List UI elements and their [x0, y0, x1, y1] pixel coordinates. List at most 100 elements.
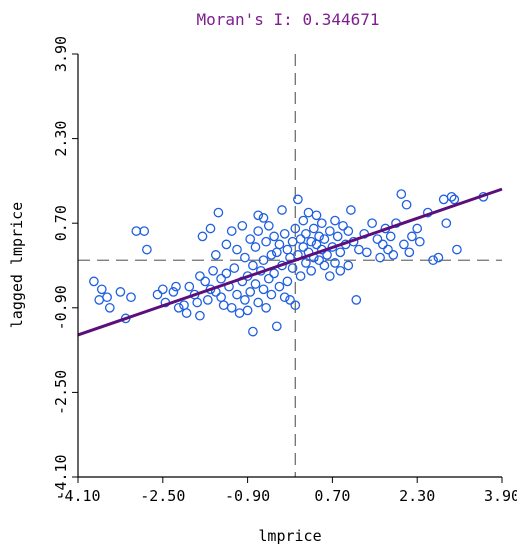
mean-lines: [78, 54, 502, 477]
scatter-point: [245, 234, 256, 244]
scatter-point: [142, 244, 152, 255]
scatter-point: [314, 231, 324, 242]
scatter-point: [253, 226, 264, 236]
scatter-point: [126, 292, 136, 303]
scatter-point: [173, 302, 184, 313]
scatter-point: [226, 226, 237, 236]
scatter-point: [248, 260, 258, 271]
scatter-point: [319, 260, 330, 271]
scatter-point: [335, 247, 346, 258]
scatter-point: [346, 205, 356, 215]
scatter-point: [301, 228, 311, 239]
scatter-point: [195, 310, 205, 321]
scatter-point: [306, 236, 317, 247]
scatter-point: [221, 268, 232, 279]
scatter-point: [314, 255, 324, 266]
scatter-point: [258, 255, 269, 266]
scatter-point: [139, 226, 150, 236]
scatter-point: [102, 292, 112, 303]
scatter-point: [157, 284, 168, 295]
scatter-point: [290, 223, 301, 234]
scatter-point: [197, 231, 208, 242]
scatter-point: [266, 289, 277, 300]
scatter-point: [354, 244, 364, 255]
scatter-point: [343, 226, 354, 236]
scatter-point: [240, 252, 250, 263]
scatter-point: [242, 305, 253, 316]
scatter-point: [89, 276, 99, 287]
scatter-point: [361, 247, 372, 258]
scatter-point: [237, 220, 248, 231]
scatter-point: [271, 321, 282, 332]
scatter-point: [295, 271, 306, 281]
scatter-point: [253, 297, 264, 308]
scatter-point: [287, 236, 298, 247]
scatter-point: [277, 205, 287, 215]
scatter-point: [385, 231, 396, 242]
scatter-point: [332, 231, 343, 242]
scatter-point: [330, 258, 340, 268]
axes: [77, 54, 502, 478]
scatter-point: [248, 326, 258, 337]
scatter-point: [301, 258, 311, 268]
regression-line-layer: [77, 187, 503, 337]
scatter-point: [388, 250, 399, 260]
scatter-point: [208, 265, 218, 276]
scatter-point: [245, 287, 256, 297]
y-tick-label: 0.70: [52, 205, 70, 241]
scatter-point: [383, 244, 393, 255]
scatter-point: [375, 252, 385, 263]
scatter-point: [282, 244, 293, 255]
scatter-point: [404, 247, 415, 258]
scatter-point: [184, 281, 195, 292]
scatter-point: [274, 239, 285, 250]
scatter-point: [306, 265, 317, 276]
scatter-point: [200, 276, 211, 287]
y-tick-label: -4.10: [52, 454, 70, 499]
x-tick-label: -4.10: [55, 487, 100, 505]
scatter-point: [205, 223, 216, 234]
scatter-point: [263, 273, 274, 284]
regression-line: [77, 187, 503, 337]
scatter-point: [240, 295, 250, 305]
scatter-point: [433, 252, 444, 263]
scatter-point: [218, 300, 229, 311]
scatter-point: [452, 244, 462, 255]
scatter-point: [414, 236, 425, 247]
scatter-point: [269, 268, 279, 279]
scatter-point: [261, 302, 271, 313]
scatter-point: [266, 250, 277, 260]
scatter-point: [330, 215, 340, 226]
y-tick-label: -2.50: [52, 370, 70, 415]
scatter-point: [324, 271, 335, 281]
scatter-point: [282, 276, 293, 287]
scatter-point: [324, 226, 335, 236]
scatter-point: [343, 260, 354, 271]
x-tick-label: 2.30: [399, 487, 435, 505]
scatter-point: [428, 255, 438, 266]
chart-title: Moran's I: 0.344671: [196, 10, 379, 29]
scatter-point: [441, 218, 452, 229]
scatter-point: [234, 308, 245, 318]
scatter-point: [216, 273, 226, 284]
scatter-point: [250, 279, 261, 289]
x-tick-label: 0.70: [314, 487, 350, 505]
scatter-point: [322, 250, 332, 260]
scatter-point: [367, 218, 377, 229]
scatter-point: [229, 263, 240, 273]
scatter-point: [181, 308, 192, 318]
scatter-point: [407, 231, 417, 242]
scatter-point: [298, 242, 309, 252]
y-axis-ticks: -4.10 -2.50 -0.90 0.70 2.30 3.90: [52, 36, 78, 500]
scatter-point: [293, 194, 303, 205]
scatter-point: [377, 239, 388, 250]
scatter-point: [311, 210, 322, 221]
scatter-point: [210, 250, 221, 260]
y-tick-label: 2.30: [52, 121, 70, 157]
scatter-point: [94, 295, 105, 305]
scatter-point: [131, 226, 142, 236]
scatter-point: [232, 289, 242, 300]
scatter-point: [253, 210, 264, 221]
scatter-point: [351, 295, 362, 305]
